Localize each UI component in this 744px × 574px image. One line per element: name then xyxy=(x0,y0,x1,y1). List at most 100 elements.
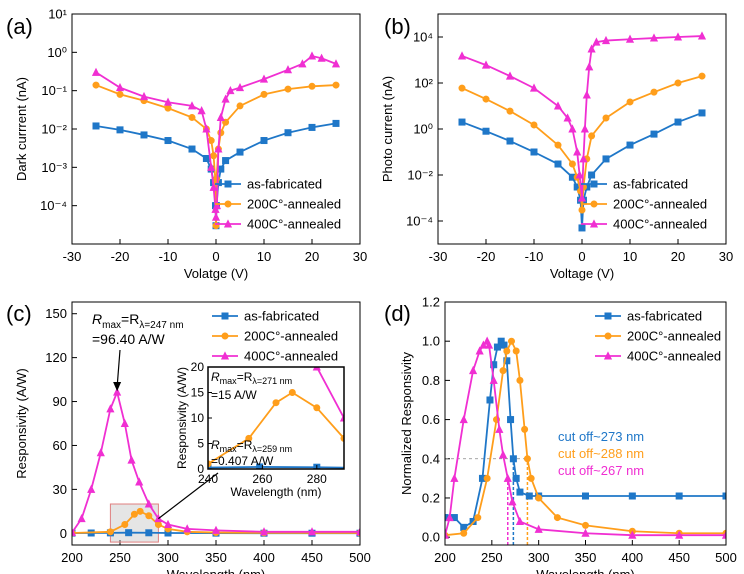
y-axis-label: Dark currrent (nA) xyxy=(14,77,29,181)
panel-d: (d) 200 250 300 350 400 450 500 0.0 0.2 0.4 0.6 0.8 1… xyxy=(384,295,737,574)
legend-swatch-marker xyxy=(590,180,598,188)
data-point xyxy=(527,474,535,482)
legend-label: 400C°-annealed xyxy=(244,349,338,364)
data-point xyxy=(183,524,192,533)
data-point xyxy=(332,119,340,127)
y-tick-label: 0.4 xyxy=(422,451,440,466)
legend-swatch-marker xyxy=(589,219,599,228)
cutoff-label: cut off~288 nm xyxy=(558,446,644,461)
data-point xyxy=(563,113,572,122)
cutoff-label: cut off~267 nm xyxy=(558,463,644,478)
data-point xyxy=(260,137,268,145)
data-point xyxy=(139,91,149,101)
data-point xyxy=(581,521,589,529)
data-point xyxy=(130,510,138,518)
annotation-mid: =R xyxy=(237,370,253,384)
data-point xyxy=(697,31,707,40)
data-point xyxy=(474,514,482,522)
data-point xyxy=(145,512,153,520)
data-point xyxy=(283,65,293,74)
y-tick-label: 0.6 xyxy=(422,412,440,427)
inset-y-tick-label: 10 xyxy=(191,411,205,425)
inset-x-axis-label: Wavelength (nm) xyxy=(231,485,322,499)
inset-y-tick-label: 20 xyxy=(191,360,205,374)
legend-swatch-marker xyxy=(221,332,229,340)
legend-label: 200C°-annealed xyxy=(244,329,338,344)
data-point xyxy=(207,162,216,171)
data-point xyxy=(505,71,515,80)
y-tick-label: 90 xyxy=(53,394,67,409)
inset-chart: 240 260 280 0 5 10 15 20 Wavelength (nm) Responsi… xyxy=(175,360,345,499)
legend-item: 200C°-annealed xyxy=(215,197,341,212)
data-point xyxy=(217,129,225,137)
data-point xyxy=(113,387,122,396)
data-point xyxy=(509,455,517,463)
data-point xyxy=(458,84,466,92)
inset-data-point xyxy=(312,367,321,371)
data-point xyxy=(529,83,539,92)
legend-label: as-fabricated xyxy=(247,177,322,192)
data-point xyxy=(535,494,543,502)
cutoff-label: cut off~273 nm xyxy=(558,429,644,444)
inset-annotation-bottom: Rmax=Rλ=259 nm xyxy=(211,438,292,454)
x-tick-label: 250 xyxy=(481,550,503,565)
x-tick-label: 500 xyxy=(349,550,371,565)
data-point xyxy=(212,175,220,183)
annotation-sub2: λ=259 nm xyxy=(252,444,292,454)
panel-label: (d) xyxy=(384,301,411,326)
annotation-mid: =R xyxy=(237,438,253,452)
data-point xyxy=(568,160,576,168)
y-tick-label: 0.0 xyxy=(422,530,440,545)
data-point xyxy=(585,62,594,71)
data-point xyxy=(675,492,683,500)
data-point xyxy=(221,94,230,103)
inset-bg xyxy=(207,366,345,470)
data-point xyxy=(188,145,196,153)
x-axis-label: Wavelength (nm) xyxy=(536,567,635,574)
x-axis-label: Voltage (V) xyxy=(550,266,614,281)
plot-frame xyxy=(71,13,361,245)
data-point xyxy=(259,527,269,536)
x-tick-label: 30 xyxy=(719,249,733,264)
series-line xyxy=(445,339,726,537)
data-point xyxy=(649,33,659,42)
annotation-sub2: λ=271 nm xyxy=(252,376,292,386)
data-point xyxy=(578,206,586,214)
legend-label: as-fabricated xyxy=(244,309,319,324)
data-point xyxy=(116,126,124,134)
data-point xyxy=(512,474,520,482)
data-point xyxy=(506,107,514,115)
series-2 xyxy=(445,336,726,539)
inset-y-tick-label: 5 xyxy=(197,437,204,451)
x-tick-label: 10 xyxy=(257,249,271,264)
y-tick-label: 60 xyxy=(53,438,67,453)
x-tick-label: 20 xyxy=(305,249,319,264)
inset-x-tick-label: 260 xyxy=(252,472,272,486)
data-point xyxy=(92,81,100,89)
data-point xyxy=(553,514,561,522)
x-tick-label: 350 xyxy=(575,550,597,565)
data-point xyxy=(601,35,611,45)
inset-x-tick-label: 280 xyxy=(307,472,327,486)
legend-swatch-marker xyxy=(603,351,613,360)
inset-series-line xyxy=(208,466,344,469)
data-point xyxy=(534,524,543,533)
data-point xyxy=(602,155,610,163)
data-point xyxy=(498,450,508,459)
x-tick-label: 400 xyxy=(621,550,643,565)
data-point xyxy=(91,67,101,76)
data-point xyxy=(579,154,588,163)
peak-value: =96.40 A/W xyxy=(92,331,166,347)
y-tick-label: 10⁰ xyxy=(413,122,433,137)
legend-swatch-marker xyxy=(604,332,612,340)
series-line xyxy=(461,35,703,199)
data-point xyxy=(284,129,292,137)
inset-y-tick-label: 15 xyxy=(191,386,205,400)
x-tick-label: 200 xyxy=(61,550,83,565)
data-point xyxy=(202,124,211,133)
data-point xyxy=(581,492,589,500)
x-tick-label: 350 xyxy=(205,550,227,565)
data-point xyxy=(588,132,596,140)
data-point xyxy=(308,123,316,131)
data-point xyxy=(212,200,222,210)
